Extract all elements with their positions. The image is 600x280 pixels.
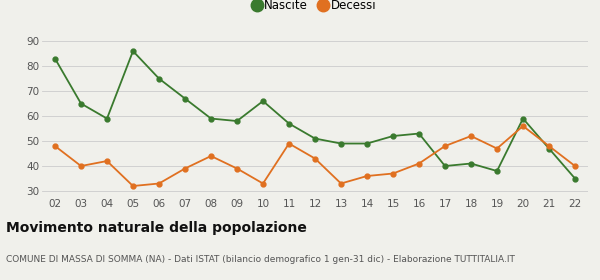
Text: COMUNE DI MASSA DI SOMMA (NA) - Dati ISTAT (bilancio demografico 1 gen-31 dic) -: COMUNE DI MASSA DI SOMMA (NA) - Dati IST…	[6, 255, 515, 264]
Text: Movimento naturale della popolazione: Movimento naturale della popolazione	[6, 221, 307, 235]
Legend: Nascite, Decessi: Nascite, Decessi	[249, 0, 381, 17]
